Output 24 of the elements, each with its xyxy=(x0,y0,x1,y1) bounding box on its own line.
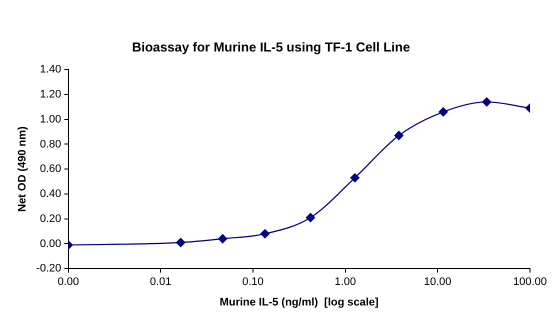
y-tick-label: 1.40 xyxy=(40,64,62,76)
y-tick-label: 1.20 xyxy=(40,88,62,101)
point xyxy=(306,213,316,222)
x-axis-title: Murine IL-5 (ng/ml) [log scale] xyxy=(220,296,379,308)
y-tick-label: 0.20 xyxy=(40,212,62,225)
point xyxy=(482,97,492,107)
x-tick-label: 0.01 xyxy=(150,276,172,288)
x-tick-label: 1.00 xyxy=(334,276,356,288)
x-tick-label: 100.00 xyxy=(513,276,547,288)
x-tick-label: 0.00 xyxy=(58,276,79,288)
y-tick-label: 1.00 xyxy=(40,113,62,126)
point xyxy=(350,173,360,182)
y-tick-label: 0.60 xyxy=(40,163,62,176)
y-axis-title: Net OD (490 nm) xyxy=(16,126,29,212)
y-tick-label: 0.00 xyxy=(40,238,62,250)
y-tick-label: -0.20 xyxy=(36,262,62,275)
y-tick-label: 0.80 xyxy=(40,138,62,150)
x-tick-label: 10.00 xyxy=(424,276,452,288)
point xyxy=(394,130,404,140)
point xyxy=(218,234,228,244)
y-tick-label: 0.40 xyxy=(40,188,62,200)
chart-title: Bioassay for Murine IL-5 using TF-1 Cell Line xyxy=(132,39,410,54)
point xyxy=(438,107,448,116)
x-tick-label: 0.10 xyxy=(242,276,264,288)
